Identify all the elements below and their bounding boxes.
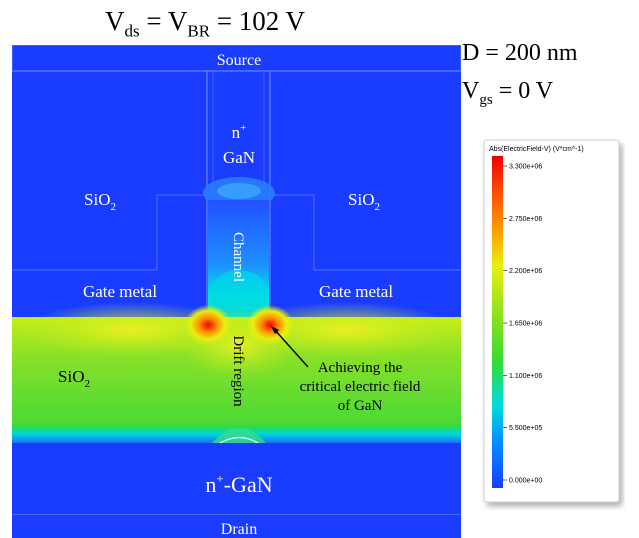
drain-label: Drain xyxy=(221,521,257,538)
title-value: = 102 V xyxy=(210,6,306,36)
gate-metal-left-label: Gate metal xyxy=(83,282,157,301)
nplus-top-label: n+ xyxy=(232,122,247,142)
hotspot-left xyxy=(184,305,232,345)
plot-title: Vds = VBR = 102 V xyxy=(105,6,305,41)
device-cross-section: Source n+ GaN SiO2 SiO2 Channel Gate met… xyxy=(12,45,461,538)
drift-region-label: Drift region xyxy=(230,335,246,407)
color-legend: Abs(ElectricField-V) (V*cm^-1) 3.300e+06… xyxy=(483,139,620,503)
legend-colorbar xyxy=(492,156,503,488)
diameter-param: D = 200 nm xyxy=(462,40,578,66)
sio2-right-label: SiO2 xyxy=(348,190,380,213)
vgs-v: V xyxy=(462,78,480,104)
vgs-sub: gs xyxy=(479,91,493,108)
legend-tick-label: 1.650e+06 xyxy=(509,321,542,328)
source-label: Source xyxy=(217,52,261,69)
channel-label: Channel xyxy=(230,232,246,282)
title-sub-br: BR xyxy=(187,21,211,41)
annotation-line1: Achieving the xyxy=(318,360,403,376)
title-eq: = V xyxy=(139,6,188,36)
legend-ticks: 3.300e+06 2.750e+06 2.200e+06 1.650e+06 1.10… xyxy=(503,164,542,485)
legend-tick-label: 5.500e+05 xyxy=(509,425,542,432)
nplus-gan-bottom-region xyxy=(12,443,461,515)
legend-tick-label: 2.750e+06 xyxy=(509,216,542,223)
hotspot-right xyxy=(246,305,294,345)
annotation-line3: of GaN xyxy=(338,398,383,414)
sio2-drift-label: SiO2 xyxy=(58,367,90,390)
vgs-value: = 0 V xyxy=(492,78,554,104)
title-v: V xyxy=(105,6,125,36)
legend-tick-label: 0.000e+00 xyxy=(509,478,542,485)
vgs-param: Vgs = 0 V xyxy=(462,78,553,109)
gate-metal-right-label: Gate metal xyxy=(319,282,393,301)
title-sub-ds: ds xyxy=(124,21,140,41)
legend-title: Abs(ElectricField-V) (V*cm^-1) xyxy=(489,146,584,153)
legend-tick-label: 3.300e+06 xyxy=(509,164,542,171)
legend-tick-label: 1.100e+06 xyxy=(509,373,542,380)
nplus-gan-bottom-label: n+-GaN xyxy=(205,471,272,497)
legend-panel xyxy=(483,139,620,503)
annotation-arrow xyxy=(273,328,309,368)
annotation-line2: critical electric field xyxy=(300,379,421,395)
gan-top-label: GaN xyxy=(223,148,255,167)
drain-contact xyxy=(12,515,461,538)
legend-tick-label: 2.200e+06 xyxy=(509,268,542,275)
sio2-left-label: SiO2 xyxy=(84,190,116,213)
